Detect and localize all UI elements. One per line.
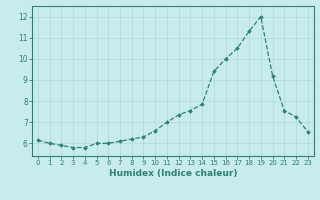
X-axis label: Humidex (Indice chaleur): Humidex (Indice chaleur) xyxy=(108,169,237,178)
